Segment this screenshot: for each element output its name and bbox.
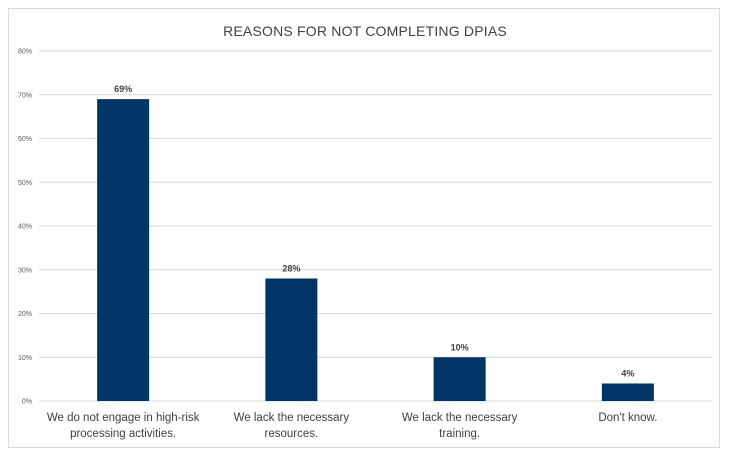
x-category-label: We lack the necessary training.	[402, 412, 518, 440]
data-label: 28%	[282, 264, 300, 274]
y-tick-label: 60%	[18, 136, 32, 143]
y-tick-label: 50%	[18, 180, 32, 187]
x-category-label: Don't know.	[598, 412, 657, 424]
y-tick-label: 20%	[18, 311, 32, 318]
data-label: 4%	[621, 369, 634, 379]
y-tick-label: 80%	[18, 49, 32, 56]
y-tick-label: 30%	[18, 267, 32, 274]
bar	[97, 99, 150, 401]
x-category-label: We do not engage in high-risk processing …	[47, 412, 200, 440]
bar	[601, 383, 654, 401]
data-label: 69%	[114, 84, 132, 94]
bar	[265, 278, 318, 401]
data-label: 10%	[451, 342, 469, 352]
y-tick-label: 70%	[18, 92, 32, 99]
x-category-label: We lack the necessary resources.	[234, 412, 350, 440]
y-tick-label: 40%	[18, 224, 32, 231]
chart-title: REASONS FOR NOT COMPLETING DPIAS	[223, 23, 507, 39]
bar	[433, 357, 486, 401]
y-tick-label: 10%	[18, 355, 32, 362]
y-tick-label: 0%	[22, 399, 32, 406]
